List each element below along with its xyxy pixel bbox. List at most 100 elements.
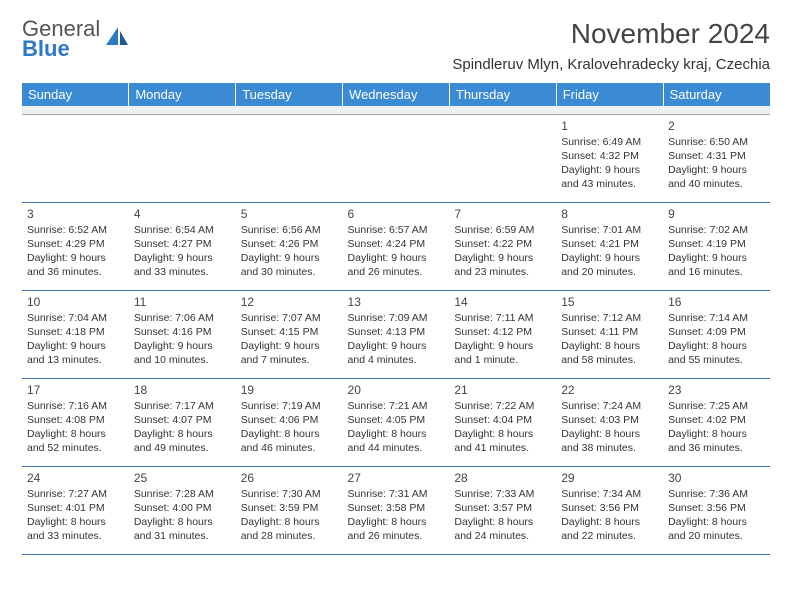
daylight-text: and 20 minutes. [561,265,658,279]
sunset-text: Sunset: 3:59 PM [241,501,338,515]
day-number: 20 [348,382,445,398]
sunrise-text: Sunrise: 7:27 AM [27,487,124,501]
sunrise-text: Sunrise: 7:31 AM [348,487,445,501]
day-number: 10 [27,294,124,310]
daylight-text: Daylight: 8 hours [27,515,124,529]
sunrise-text: Sunrise: 7:12 AM [561,311,658,325]
calendar-day-cell: 4Sunrise: 6:54 AMSunset: 4:27 PMDaylight… [129,202,236,290]
daylight-text: and 33 minutes. [27,529,124,543]
day-number: 28 [454,470,551,486]
calendar-day-cell: 26Sunrise: 7:30 AMSunset: 3:59 PMDayligh… [236,466,343,554]
sunrise-text: Sunrise: 7:11 AM [454,311,551,325]
calendar-day-cell: 5Sunrise: 6:56 AMSunset: 4:26 PMDaylight… [236,202,343,290]
day-number: 1 [561,118,658,134]
day-number: 30 [668,470,765,486]
calendar-week-row: 17Sunrise: 7:16 AMSunset: 4:08 PMDayligh… [22,378,770,466]
calendar-day-cell: 25Sunrise: 7:28 AMSunset: 4:00 PMDayligh… [129,466,236,554]
daylight-text: Daylight: 8 hours [668,339,765,353]
day-number: 29 [561,470,658,486]
sunrise-text: Sunrise: 7:02 AM [668,223,765,237]
calendar-day-cell: 28Sunrise: 7:33 AMSunset: 3:57 PMDayligh… [449,466,556,554]
daylight-text: and 13 minutes. [27,353,124,367]
sunrise-text: Sunrise: 7:22 AM [454,399,551,413]
sunset-text: Sunset: 3:56 PM [561,501,658,515]
calendar-day-cell: 27Sunrise: 7:31 AMSunset: 3:58 PMDayligh… [343,466,450,554]
sunset-text: Sunset: 4:00 PM [134,501,231,515]
weekday-header: Tuesday [236,83,343,106]
sunset-text: Sunset: 4:29 PM [27,237,124,251]
daylight-text: and 10 minutes. [134,353,231,367]
title-block: November 2024 Spindleruv Mlyn, Kralovehr… [452,18,770,73]
daylight-text: Daylight: 9 hours [668,251,765,265]
sunrise-text: Sunrise: 7:16 AM [27,399,124,413]
daylight-text: Daylight: 8 hours [348,427,445,441]
weekday-header: Sunday [22,83,129,106]
day-number: 5 [241,206,338,222]
daylight-text: Daylight: 9 hours [241,251,338,265]
calendar-day-cell: 14Sunrise: 7:11 AMSunset: 4:12 PMDayligh… [449,290,556,378]
daylight-text: Daylight: 8 hours [668,515,765,529]
daylight-text: and 38 minutes. [561,441,658,455]
daylight-text: and 24 minutes. [454,529,551,543]
calendar-day-cell: 7Sunrise: 6:59 AMSunset: 4:22 PMDaylight… [449,202,556,290]
calendar-day-cell: 29Sunrise: 7:34 AMSunset: 3:56 PMDayligh… [556,466,663,554]
daylight-text: and 46 minutes. [241,441,338,455]
daylight-text: Daylight: 9 hours [561,251,658,265]
daylight-text: Daylight: 9 hours [241,339,338,353]
daylight-text: Daylight: 9 hours [27,339,124,353]
weekday-header: Monday [129,83,236,106]
day-number: 24 [27,470,124,486]
sunrise-text: Sunrise: 7:21 AM [348,399,445,413]
day-number: 13 [348,294,445,310]
sunset-text: Sunset: 4:16 PM [134,325,231,339]
sunrise-text: Sunrise: 7:28 AM [134,487,231,501]
sunset-text: Sunset: 4:24 PM [348,237,445,251]
sunrise-text: Sunrise: 7:34 AM [561,487,658,501]
daylight-text: and 55 minutes. [668,353,765,367]
calendar-day-cell [343,114,450,202]
weekday-header: Thursday [449,83,556,106]
calendar-day-cell: 17Sunrise: 7:16 AMSunset: 4:08 PMDayligh… [22,378,129,466]
calendar-week-row: 10Sunrise: 7:04 AMSunset: 4:18 PMDayligh… [22,290,770,378]
weekday-header-row: SundayMondayTuesdayWednesdayThursdayFrid… [22,83,770,106]
daylight-text: and 28 minutes. [241,529,338,543]
sunrise-text: Sunrise: 7:09 AM [348,311,445,325]
daylight-text: Daylight: 9 hours [561,163,658,177]
sunrise-text: Sunrise: 7:19 AM [241,399,338,413]
daylight-text: Daylight: 8 hours [241,515,338,529]
calendar-week-row: 1Sunrise: 6:49 AMSunset: 4:32 PMDaylight… [22,114,770,202]
location-label: Spindleruv Mlyn, Kralovehradecky kraj, C… [452,56,770,73]
calendar-day-cell [449,114,556,202]
day-number: 6 [348,206,445,222]
logo-text: General Blue [22,18,100,60]
header: General Blue November 2024 Spindleruv Ml… [22,18,770,73]
daylight-text: Daylight: 9 hours [668,163,765,177]
calendar-day-cell: 6Sunrise: 6:57 AMSunset: 4:24 PMDaylight… [343,202,450,290]
day-number: 2 [668,118,765,134]
day-number: 14 [454,294,551,310]
sunrise-text: Sunrise: 7:07 AM [241,311,338,325]
sunrise-text: Sunrise: 7:30 AM [241,487,338,501]
calendar-day-cell: 2Sunrise: 6:50 AMSunset: 4:31 PMDaylight… [663,114,770,202]
daylight-text: Daylight: 8 hours [454,427,551,441]
daylight-text: and 36 minutes. [27,265,124,279]
daylight-text: and 23 minutes. [454,265,551,279]
calendar-day-cell: 9Sunrise: 7:02 AMSunset: 4:19 PMDaylight… [663,202,770,290]
calendar-day-cell: 8Sunrise: 7:01 AMSunset: 4:21 PMDaylight… [556,202,663,290]
daylight-text: and 22 minutes. [561,529,658,543]
daylight-text: Daylight: 9 hours [134,339,231,353]
sunrise-text: Sunrise: 7:36 AM [668,487,765,501]
calendar-day-cell: 12Sunrise: 7:07 AMSunset: 4:15 PMDayligh… [236,290,343,378]
sunrise-text: Sunrise: 6:49 AM [561,135,658,149]
day-number: 22 [561,382,658,398]
sunset-text: Sunset: 4:15 PM [241,325,338,339]
calendar-day-cell: 16Sunrise: 7:14 AMSunset: 4:09 PMDayligh… [663,290,770,378]
day-number: 3 [27,206,124,222]
daylight-text: Daylight: 9 hours [348,339,445,353]
sunset-text: Sunset: 4:31 PM [668,149,765,163]
sunrise-text: Sunrise: 6:50 AM [668,135,765,149]
page-title: November 2024 [452,18,770,50]
daylight-text: and 36 minutes. [668,441,765,455]
day-number: 25 [134,470,231,486]
sunset-text: Sunset: 4:12 PM [454,325,551,339]
